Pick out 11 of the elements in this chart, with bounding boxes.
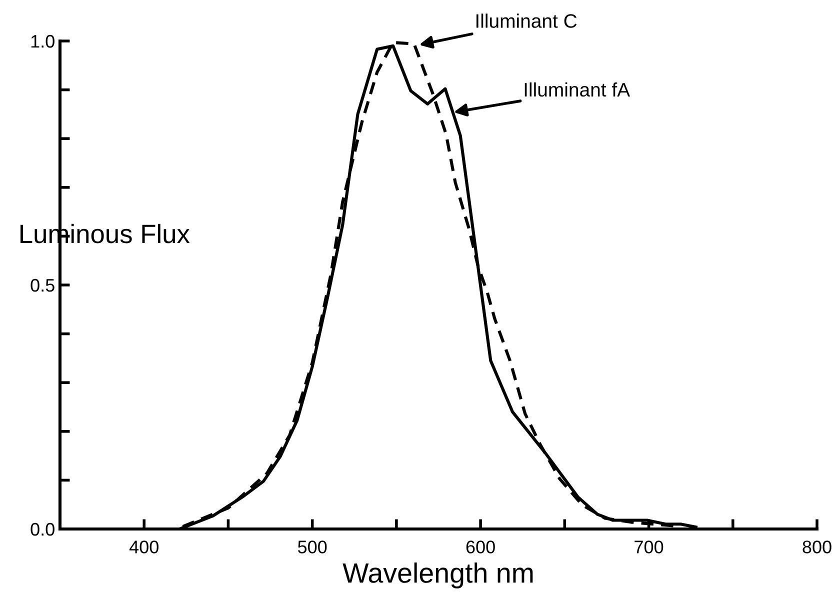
y-tick-label: 0.0 <box>30 522 54 536</box>
x-tick-label: 800 <box>802 540 832 554</box>
annotation: Illuminant C <box>476 14 577 28</box>
annotation: Illuminant fA <box>524 82 630 97</box>
y-tick-label: 0.5 <box>30 278 54 292</box>
x-tick-label: 600 <box>466 540 495 554</box>
y-tick-label: 1.0 <box>31 34 54 48</box>
x-tick-label: 500 <box>298 540 327 554</box>
x-axis-title: Wavelength nm <box>342 562 533 588</box>
x-tick-label: 700 <box>634 540 664 554</box>
x-tick-label: 400 <box>129 540 158 554</box>
